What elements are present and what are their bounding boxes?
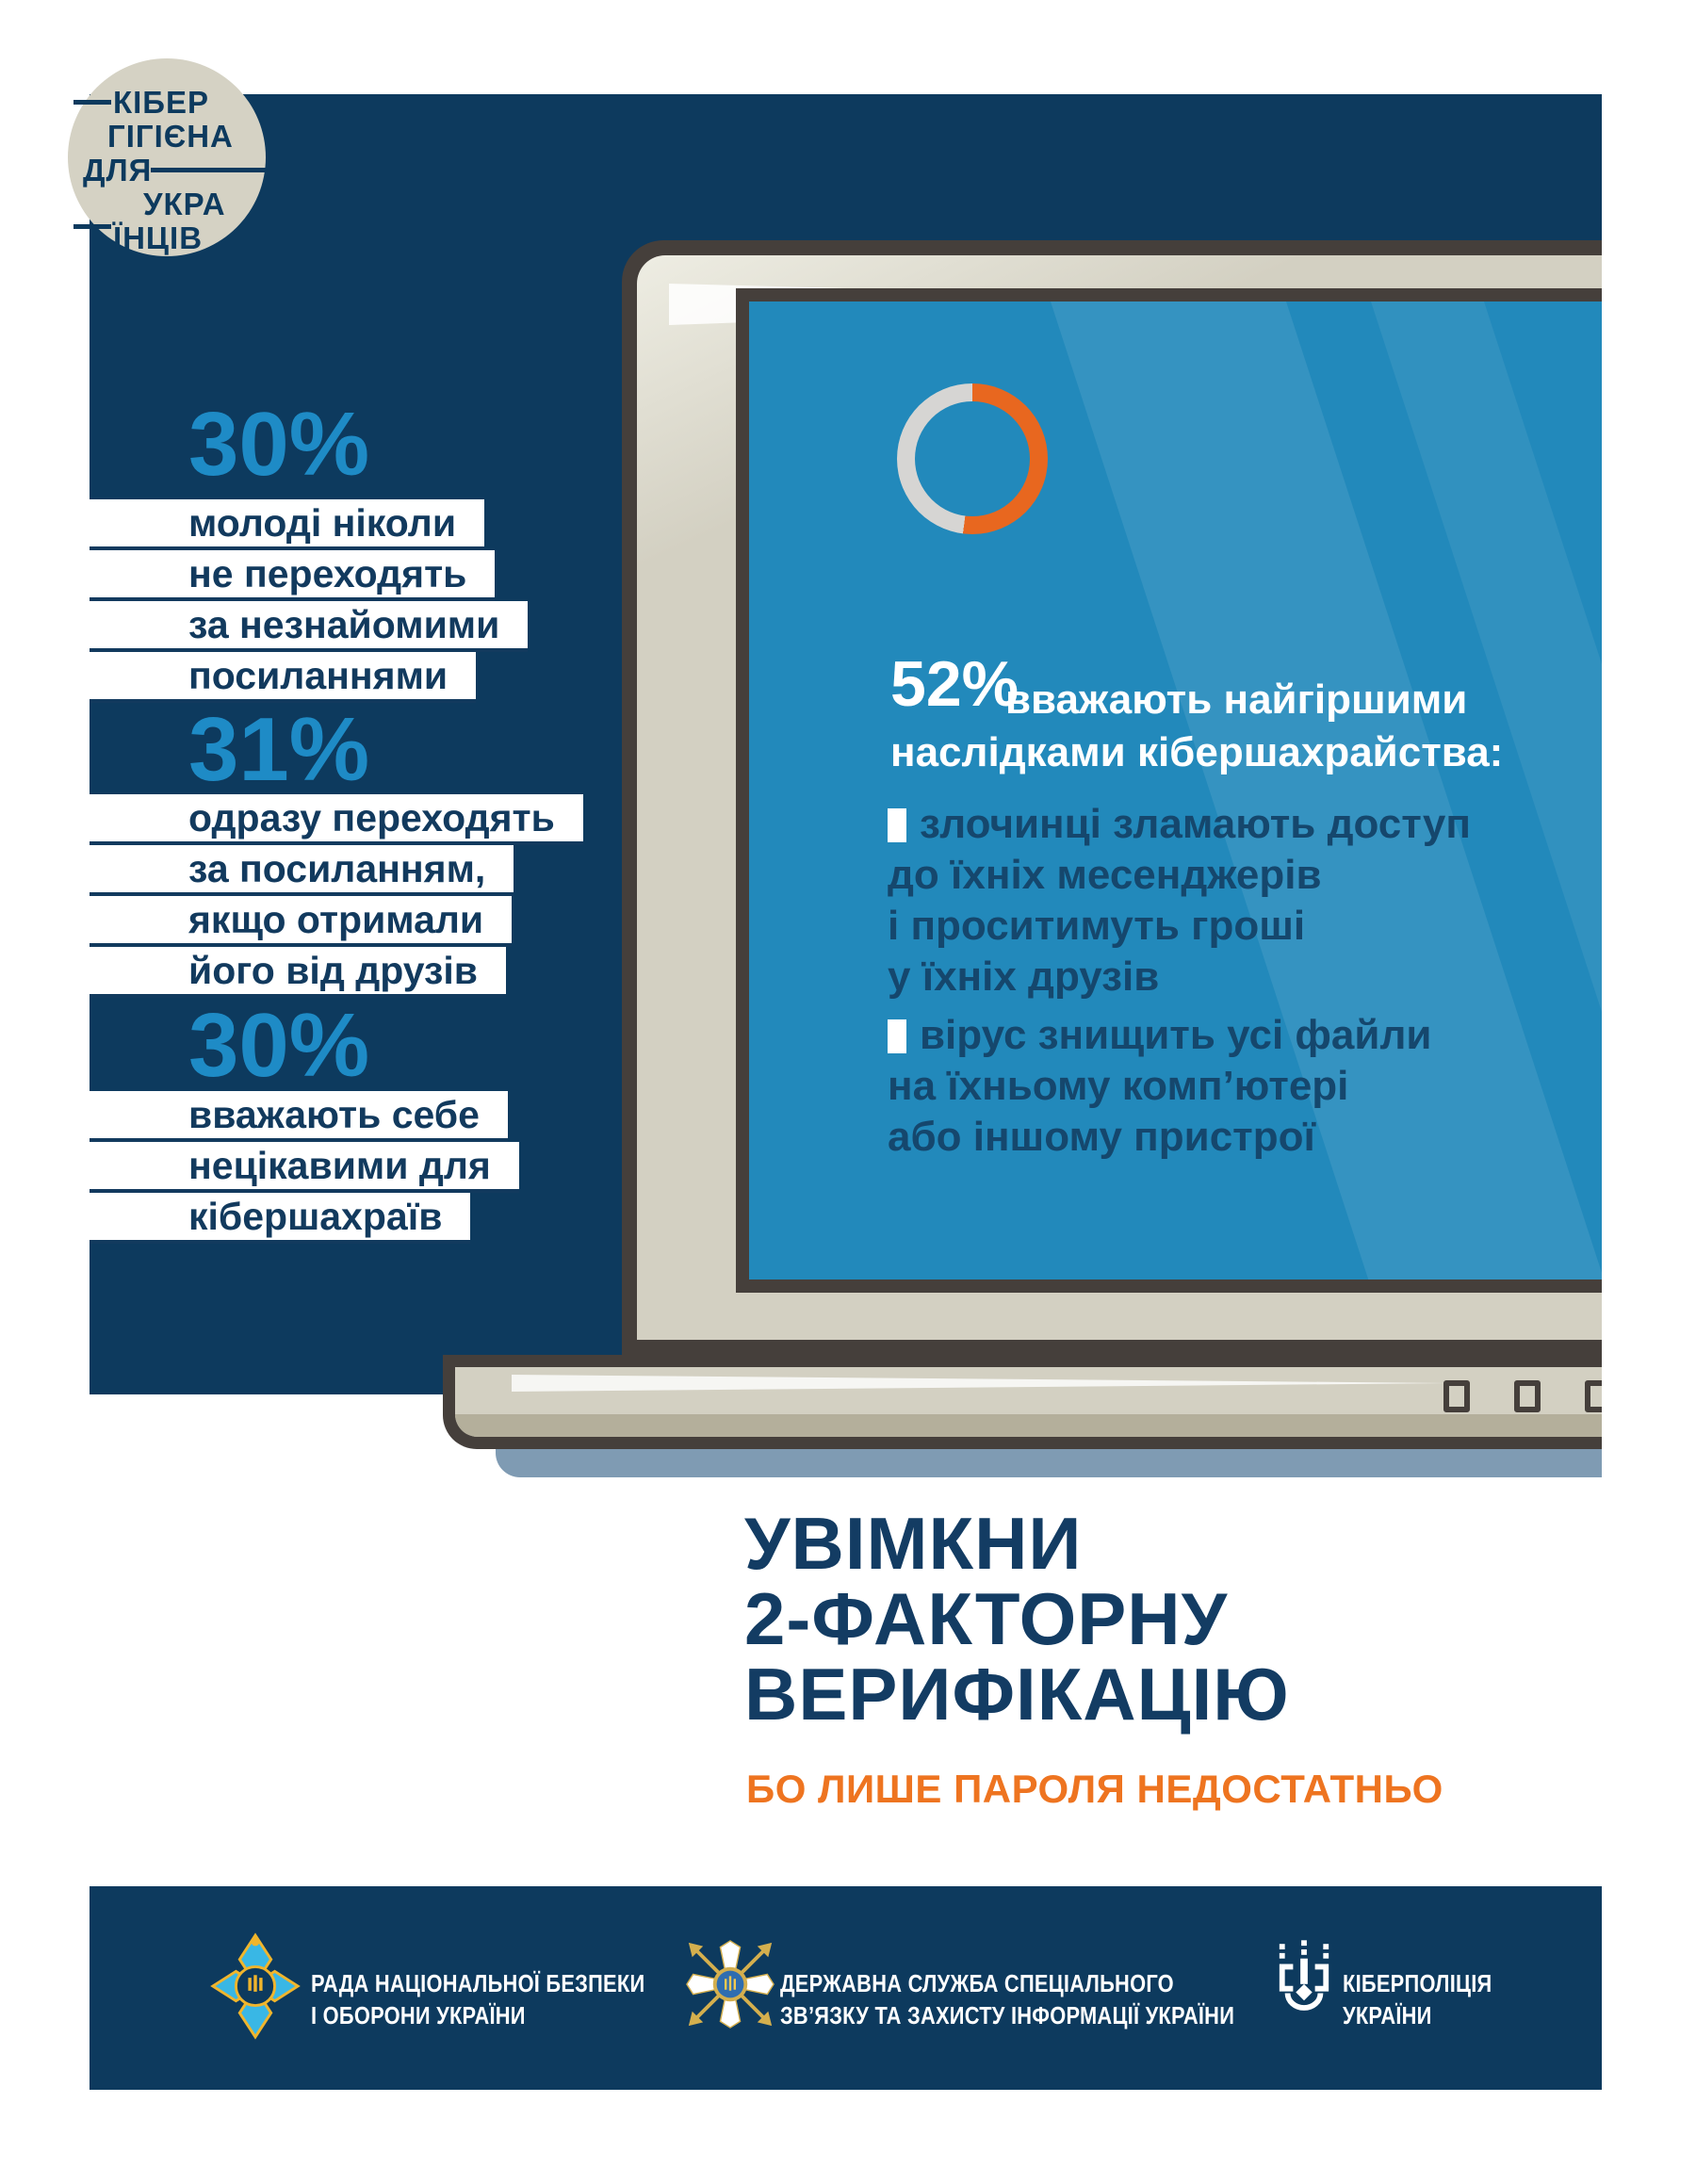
bullet-line: на їхньому комп’ютері (888, 1063, 1349, 1109)
stat-line: вважають себе (90, 1091, 508, 1142)
laptop-shadow (496, 1449, 1602, 1477)
org-name-line: ДЕРЖАВНА СЛУЖБА СПЕЦІАЛЬНОГО (780, 1969, 1174, 1997)
stat-line: за посиланням, (90, 845, 514, 896)
org-name-line: УКРАЇНИ (1343, 2001, 1432, 2029)
org-name: КІБЕРПОЛІЦІЯ УКРАЇНИ (1343, 1967, 1492, 2031)
cta-title-line: ВЕРИФІКАЦІЮ (744, 1653, 1290, 1736)
badge-rule (151, 168, 294, 172)
stat-line: якщо отримали (90, 896, 513, 947)
stat-lines-group: вважають себе нецікавими для кібершахраї… (90, 1091, 519, 1244)
badge-rule (73, 224, 111, 229)
cta-subtitle: БО ЛИШЕ ПАРОЛЯ НЕДОСТАТНЬО (746, 1767, 1443, 1811)
base-port-icon (1514, 1380, 1541, 1412)
badge-line: ГІГІЄНА (107, 119, 234, 154)
bullet-line: до їхніх месенджерів (888, 852, 1322, 898)
stat-lines-group: молоді ніколи не переходять за незнайоми… (90, 499, 529, 703)
stat-line: кібершахраїв (90, 1193, 471, 1244)
laptop-screen: 52% вважають найгіршими наслідками кібер… (749, 302, 1602, 1279)
org-name: ДЕРЖАВНА СЛУЖБА СПЕЦІАЛЬНОГО ЗВ’ЯЗКУ ТА … (780, 1967, 1234, 2031)
dsszzi-emblem-icon (686, 1940, 775, 2029)
nsdc-emblem-icon (210, 1932, 301, 2040)
stat-line: молоді ніколи (90, 499, 485, 550)
org-name: РАДА НАЦІОНАЛЬНОЇ БЕЗПЕКИ І ОБОРОНИ УКРА… (311, 1967, 644, 2031)
badge-line: УКРА (143, 187, 226, 221)
cta-title: УВІМКНИ 2-ФАКТОРНУ ВЕРИФІКАЦІЮ (744, 1506, 1290, 1732)
donut-chart (897, 383, 1048, 534)
bullet-line: і проситимуть гроші (888, 903, 1306, 949)
org-name-line: І ОБОРОНИ УКРАЇНИ (311, 2001, 526, 2029)
laptop-illustration: 52% вважають найгіршими наслідками кібер… (443, 240, 1602, 1479)
stat-line: за незнайомими (90, 601, 529, 652)
stat-value: 31% (188, 699, 370, 800)
badge-rule (73, 100, 111, 105)
footer-bar: РАДА НАЦІОНАЛЬНОЇ БЕЗПЕКИ І ОБОРОНИ УКРА… (90, 1886, 1602, 2090)
screen-stat-text-line: наслідками кібершахрайства: (890, 729, 1504, 775)
base-glint (512, 1375, 1454, 1392)
org-name-line: КІБЕРПОЛІЦІЯ (1343, 1969, 1492, 1997)
bullet-square-icon (888, 1019, 906, 1053)
org-name-line: РАДА НАЦІОНАЛЬНОЇ БЕЗПЕКИ (311, 1969, 645, 1997)
screen-stat-value: 52% (890, 648, 1019, 720)
stat-value: 30% (188, 995, 370, 1096)
cyber-hygiene-badge: КІБЕР ГІГІЄНА ДЛЯ УКРА ЇНЦІВ (68, 58, 294, 256)
base-port-icon (1443, 1380, 1470, 1412)
stat-line: посиланнями (90, 652, 477, 703)
screen-stat-text-line: вважають найгіршими (1005, 676, 1468, 723)
bullet-line: або іншому пристрої (888, 1114, 1315, 1160)
bullet-square-icon (888, 808, 906, 842)
bullet-item: вірус знищить усі файли на їхньому комп’… (888, 1010, 1431, 1163)
stat-value: 30% (188, 394, 370, 495)
org-name-line: ЗВ’ЯЗКУ ТА ЗАХИСТУ ІНФОРМАЦІЇ УКРАЇНИ (780, 2001, 1235, 2029)
bullet-line: злочинці зламають доступ (920, 801, 1471, 847)
cta-title-line: 2-ФАКТОРНУ (744, 1577, 1229, 1660)
laptop-base (443, 1355, 1602, 1449)
stat-line: його від друзів (90, 947, 506, 998)
stat-line: не переходять (90, 550, 496, 601)
stat-lines-group: одразу переходять за посиланням, якщо от… (90, 794, 583, 998)
cyberpolice-trident-icon (1279, 1940, 1329, 2011)
screen-frame: 52% вважають найгіршими наслідками кібер… (736, 288, 1602, 1293)
bullet-line: у їхніх друзів (888, 953, 1160, 1000)
badge-line: ДЛЯ (83, 153, 153, 187)
stat-line: одразу переходять (90, 794, 583, 845)
cta-title-line: УВІМКНИ (744, 1502, 1083, 1585)
stat-line: нецікавими для (90, 1142, 519, 1193)
badge-line: КІБЕР (113, 85, 210, 120)
base-band (455, 1414, 1602, 1437)
base-port-icon (1585, 1380, 1602, 1412)
bullet-line: вірус знищить усі файли (920, 1012, 1432, 1058)
donut-hole (915, 401, 1030, 516)
badge-line: ЇНЦІВ (113, 220, 204, 255)
laptop-lid: 52% вважають найгіршими наслідками кібер… (622, 240, 1602, 1355)
bullet-item: злочинці зламають доступ до їхніх месенд… (888, 799, 1471, 1002)
